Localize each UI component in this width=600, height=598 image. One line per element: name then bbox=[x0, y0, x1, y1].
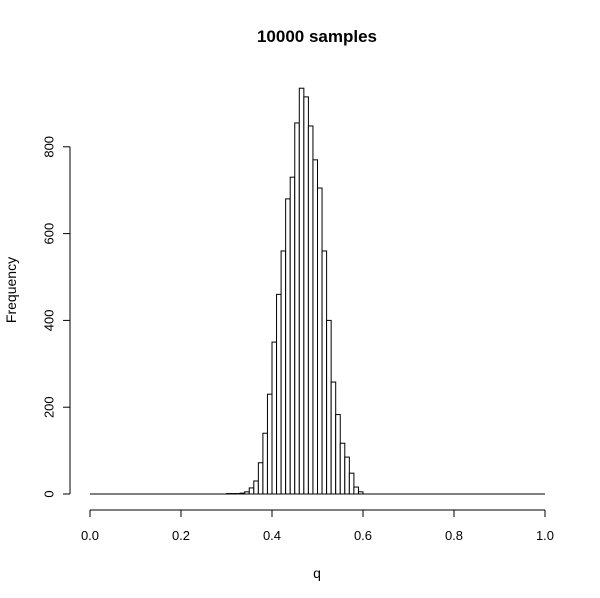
y-tick-label-4: 800 bbox=[41, 136, 56, 158]
x-axis-title: q bbox=[313, 565, 321, 581]
histogram-bar-8 bbox=[262, 432, 268, 495]
histogram-bar-13 bbox=[285, 198, 291, 495]
y-tick-label-0: 0 bbox=[41, 490, 56, 497]
y-tick-label-2: 400 bbox=[41, 310, 56, 332]
histogram-bar-26 bbox=[344, 456, 350, 495]
histogram-bars bbox=[226, 87, 364, 495]
histogram-bar-25 bbox=[339, 442, 346, 495]
histogram-bar-20 bbox=[317, 187, 323, 495]
histogram-bar-9 bbox=[266, 393, 273, 495]
histogram-bar-21 bbox=[321, 250, 328, 495]
x-tick-label-4: 0.8 bbox=[445, 528, 463, 543]
histogram-bar-12 bbox=[280, 250, 287, 495]
x-tick-label-0: 0.0 bbox=[81, 528, 99, 543]
y-tick-label-3: 600 bbox=[41, 223, 56, 245]
x-axis: 0.0 0.2 0.4 0.6 0.8 1.0 bbox=[81, 509, 554, 543]
histogram-bar-7 bbox=[257, 462, 264, 495]
x-tick-label-2: 0.4 bbox=[263, 528, 281, 543]
histogram-bar-23 bbox=[330, 381, 337, 495]
histogram-bar-6 bbox=[253, 480, 259, 495]
histogram-bar-22 bbox=[326, 319, 332, 495]
chart-title: 10000 samples bbox=[257, 27, 377, 46]
x-tick-label-1: 0.2 bbox=[172, 528, 190, 543]
x-tick-label-5: 1.0 bbox=[536, 528, 554, 543]
histogram-bar-19 bbox=[312, 159, 319, 495]
histogram-bar-27 bbox=[348, 472, 355, 495]
histogram-bar-15 bbox=[294, 122, 300, 495]
histogram-bar-24 bbox=[335, 414, 341, 495]
x-tick-label-3: 0.6 bbox=[354, 528, 372, 543]
y-tick-label-1: 200 bbox=[41, 396, 56, 418]
histogram-bar-10 bbox=[271, 341, 278, 495]
histogram-bar-18 bbox=[307, 125, 314, 495]
histogram-bar-14 bbox=[289, 176, 296, 495]
histogram-bar-5 bbox=[248, 487, 255, 495]
histogram-bar-28 bbox=[353, 486, 359, 495]
histogram-bar-11 bbox=[276, 293, 282, 495]
histogram-bar-16 bbox=[298, 87, 305, 495]
y-axis: 0 200 400 600 800 bbox=[41, 136, 71, 498]
y-axis-title: Frequency bbox=[3, 257, 19, 323]
histogram-bar-17 bbox=[303, 96, 309, 495]
